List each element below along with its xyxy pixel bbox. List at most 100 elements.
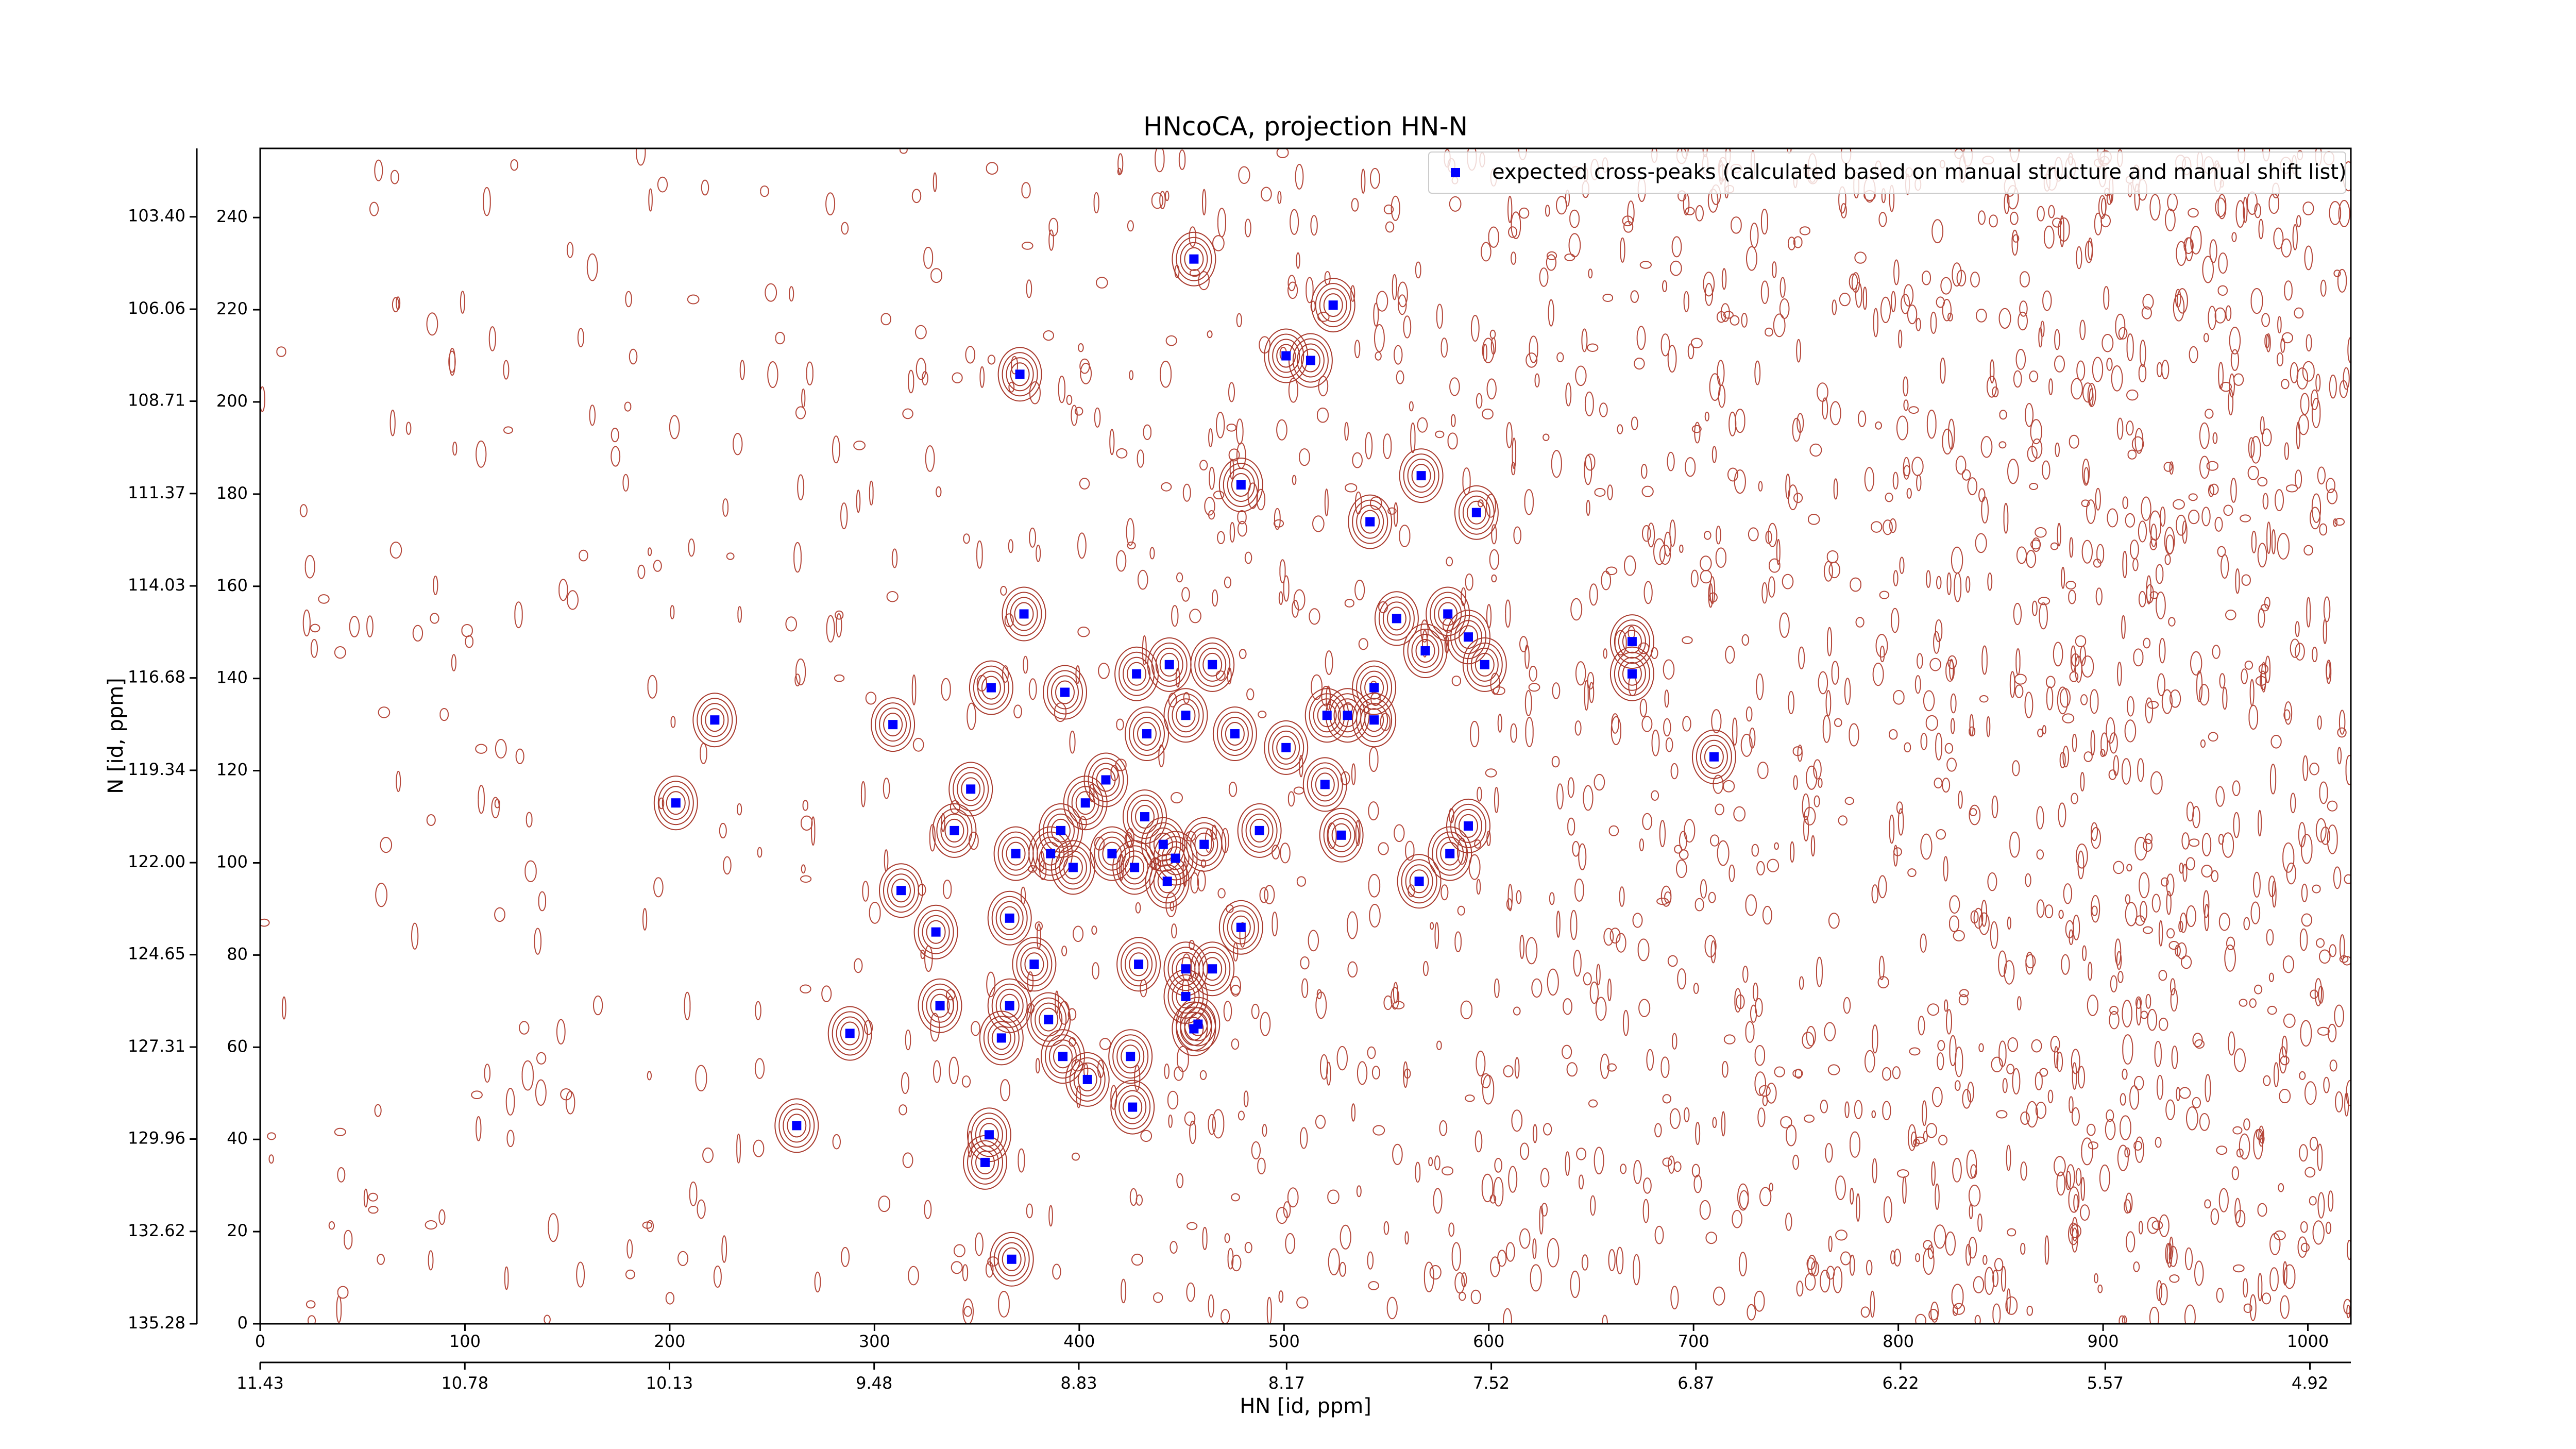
cross-peak	[1420, 646, 1430, 656]
y-tick-label: 80	[227, 944, 248, 964]
cross-peak	[1443, 609, 1453, 619]
y2-tick-label: 129.96	[128, 1128, 185, 1148]
y-tick-label: 100	[216, 852, 248, 871]
x-tick-label: 0	[255, 1332, 265, 1351]
cross-peak	[986, 683, 996, 693]
cross-peak	[966, 784, 976, 794]
y2-tick-label: 116.68	[128, 667, 185, 687]
x-axis-label: HN [id, ppm]	[1240, 1394, 1371, 1418]
y-tick-label: 220	[216, 299, 248, 318]
cross-peak	[1320, 780, 1330, 789]
x-tick-label: 800	[1883, 1332, 1914, 1351]
peak-contours	[653, 231, 1736, 1287]
cross-peak	[1181, 964, 1191, 974]
cross-peak	[1445, 849, 1455, 858]
y2-tick-label: 103.40	[128, 206, 185, 226]
cross-peak	[1471, 508, 1481, 517]
cross-peak	[1126, 1052, 1136, 1062]
y2-tick-label: 119.34	[128, 760, 185, 779]
cross-peak	[1369, 715, 1379, 725]
cross-peak	[996, 1033, 1006, 1043]
cross-peak	[1369, 683, 1379, 693]
cross-peak	[1328, 300, 1338, 310]
cross-peak	[935, 1001, 945, 1010]
cross-peak	[1414, 877, 1424, 886]
cross-peak	[1709, 752, 1719, 762]
cross-peak	[1480, 660, 1489, 669]
x2-tick-label: 7.52	[1473, 1373, 1510, 1393]
y-tick-label: 200	[216, 391, 248, 411]
legend-label: expected cross-peaks (calculated based o…	[1492, 160, 2347, 184]
x-tick-label: 900	[2088, 1332, 2119, 1351]
cross-peak	[1158, 839, 1168, 849]
cross-peak	[984, 1130, 994, 1140]
cross-peak	[792, 1121, 802, 1131]
cross-peak	[1140, 812, 1149, 822]
noise-contours	[260, 148, 2351, 1324]
x2-tick-label: 8.83	[1060, 1373, 1097, 1393]
cross-peak	[1416, 471, 1426, 481]
cross-peak	[1627, 669, 1637, 679]
x2-tick-label: 10.13	[646, 1373, 693, 1393]
cross-peak	[1463, 821, 1473, 831]
y-tick-label: 160	[216, 576, 248, 595]
x-tick-label: 100	[449, 1332, 481, 1351]
y2-tick-label: 108.71	[128, 391, 185, 410]
cross-peak	[1046, 849, 1056, 858]
cross-peak	[1463, 632, 1473, 642]
cross-peak	[888, 720, 898, 730]
cross-peak	[1627, 637, 1637, 647]
x-tick-label: 1000	[2287, 1332, 2329, 1351]
cross-peak	[1189, 254, 1199, 264]
cross-peak	[980, 1157, 990, 1167]
y2-tick-label: 127.31	[128, 1036, 185, 1056]
cross-peak	[1005, 913, 1014, 923]
cross-peak	[1019, 609, 1029, 619]
cross-peak	[931, 927, 941, 937]
cross-peak	[671, 798, 681, 808]
cross-peak	[1164, 660, 1174, 669]
contour-layer	[260, 148, 2351, 1324]
cross-peak	[1343, 711, 1352, 720]
x-tick-label: 700	[1678, 1332, 1709, 1351]
cross-peak	[1171, 853, 1180, 863]
cross-peak	[1068, 863, 1078, 872]
y2-tick-label: 122.00	[128, 852, 185, 871]
y-tick-label: 0	[238, 1313, 248, 1333]
x-tick-label: 200	[654, 1332, 685, 1351]
y2-tick-label: 111.37	[128, 483, 185, 502]
cross-peak	[1011, 849, 1021, 858]
cross-peak	[845, 1029, 855, 1038]
cross-peak	[1082, 1074, 1092, 1084]
cross-peak	[1181, 991, 1191, 1001]
y-tick-label: 60	[227, 1036, 248, 1056]
cross-peak	[1005, 1001, 1014, 1010]
x2-tick-label: 5.57	[2087, 1373, 2124, 1393]
y-tick-label: 20	[227, 1221, 248, 1240]
y2-tick-label: 124.65	[128, 944, 185, 964]
cross-peak	[1365, 517, 1375, 527]
cross-peak	[1130, 863, 1140, 872]
cross-peak	[1230, 729, 1240, 739]
cross-peak	[1306, 356, 1315, 365]
cross-peak	[1336, 830, 1346, 840]
x2-tick-label: 6.87	[1677, 1373, 1714, 1393]
cross-peak	[710, 715, 720, 725]
cross-peak	[1255, 825, 1264, 835]
x2-tick-label: 6.22	[1882, 1373, 1919, 1393]
chart-title: HNcoCA, projection HN-N	[1143, 112, 1468, 142]
x-tick-label: 300	[859, 1332, 890, 1351]
y-tick-label: 180	[216, 483, 248, 503]
cross-peak	[1236, 480, 1246, 490]
cross-peak	[1162, 877, 1172, 886]
cross-peak	[1142, 729, 1151, 739]
cross-peak	[1029, 959, 1039, 969]
legend-box	[1428, 151, 2346, 194]
cross-peak	[950, 825, 959, 835]
plot-frame	[259, 147, 2352, 1325]
cross-peak	[1056, 825, 1066, 835]
x2-tick-label: 10.78	[441, 1373, 488, 1393]
cross-peak	[1189, 1024, 1199, 1034]
